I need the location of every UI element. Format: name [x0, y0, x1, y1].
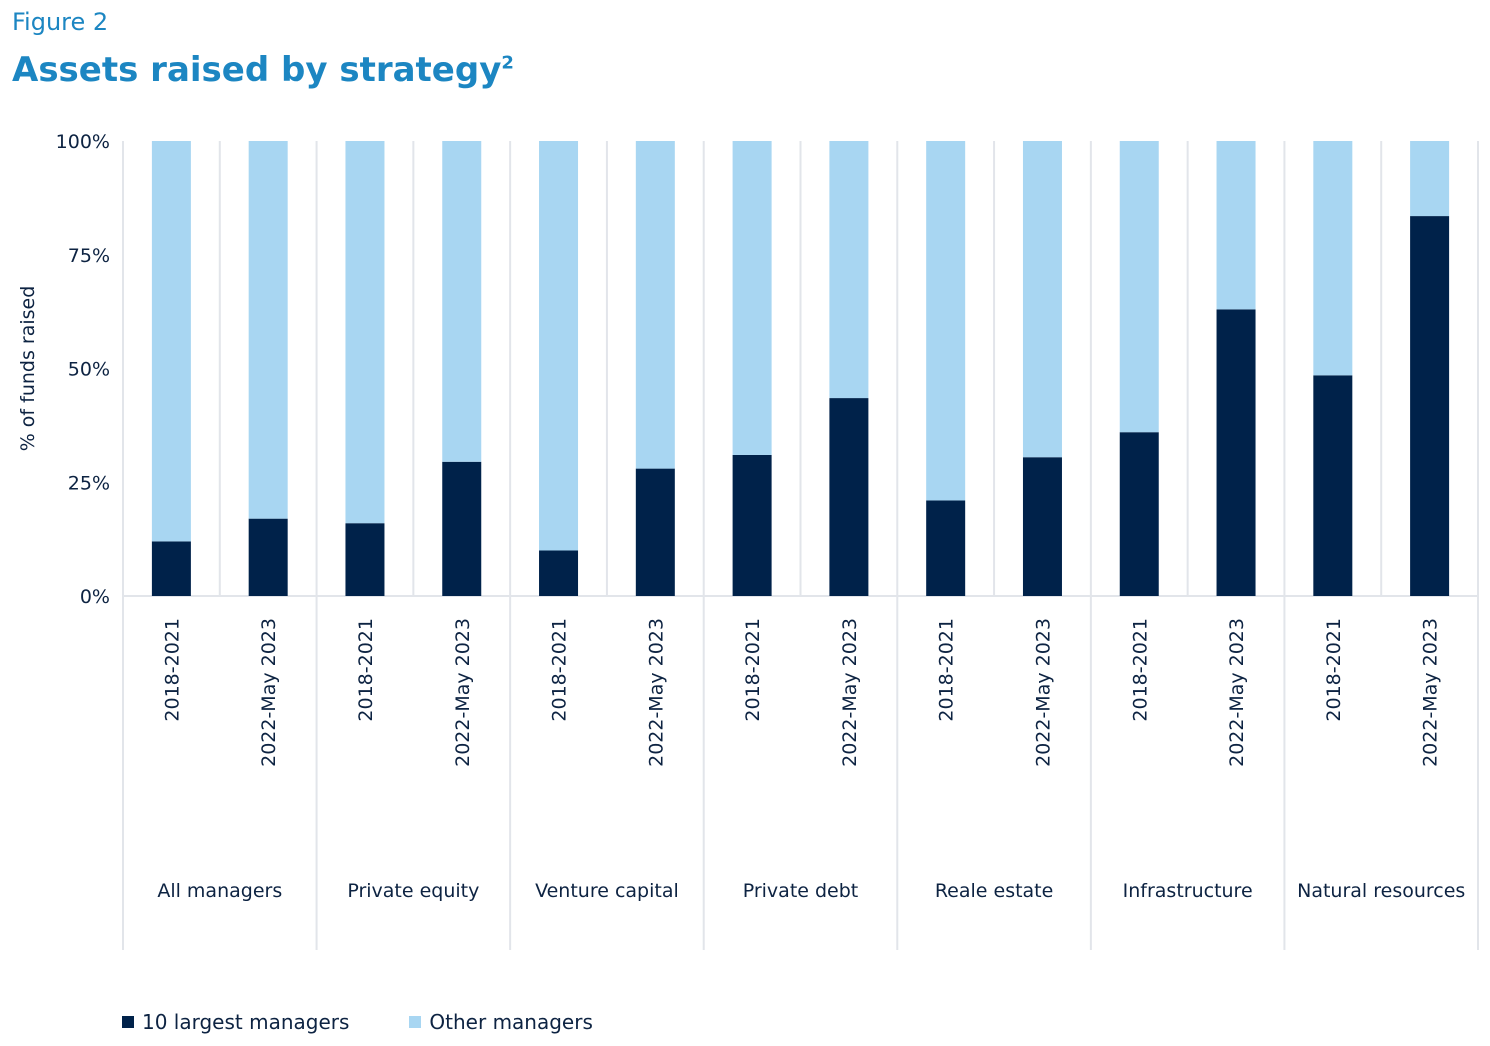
bar-10-largest [248, 518, 288, 596]
bar-10-largest [539, 550, 579, 596]
bar-10-largest [732, 454, 772, 596]
x-tick-label-period: 2018-2021 [355, 618, 377, 722]
x-tick-label-period: 2022-May 2023 [452, 618, 474, 767]
x-tick-label-period: 2018-2021 [1323, 618, 1345, 722]
legend: 10 largest managers Other managers [122, 1010, 593, 1034]
x-tick-label-period: 2022-May 2023 [1226, 618, 1248, 767]
title-footnote-marker: 2 [501, 52, 514, 74]
figure-label: Figure 2 [12, 8, 109, 36]
y-tick-label: 25% [68, 472, 110, 494]
bar-10-largest [1119, 432, 1159, 596]
bar-10-largest [345, 523, 385, 596]
x-tick-label-period: 2022-May 2023 [258, 618, 280, 767]
y-tick-label: 75% [68, 245, 110, 267]
bar-10-largest [1216, 309, 1256, 596]
chart-title-text: Assets raised by strategy [12, 50, 502, 90]
legend-swatch-10-largest [122, 1016, 134, 1028]
bar-other [248, 141, 288, 519]
bar-other [151, 141, 191, 542]
bar-10-largest [1313, 375, 1353, 596]
x-group-label: All managers [157, 880, 282, 902]
bar-other [635, 141, 675, 469]
bar-other [345, 141, 385, 524]
bar-other [1119, 141, 1159, 433]
bar-10-largest [635, 468, 675, 596]
x-tick-label-period: 2022-May 2023 [645, 618, 667, 767]
legend-item-10-largest: 10 largest managers [122, 1010, 349, 1034]
x-group-label: Venture capital [535, 880, 679, 902]
x-group-label: Natural resources [1297, 880, 1465, 902]
stacked-bar-chart: 0% 25% 50% 75% 100% % of funds raised 2018-202… [17, 131, 1479, 950]
bar-other [732, 141, 772, 455]
x-tick-label-period: 2018-2021 [742, 618, 764, 722]
legend-swatch-other [409, 1016, 422, 1028]
y-axis-label: % of funds raised [17, 286, 39, 452]
x-tick-label-period: 2022-May 2023 [1420, 618, 1442, 767]
bar-other [442, 141, 482, 462]
x-group-label: Private equity [347, 880, 479, 902]
x-tick-label-period: 2022-May 2023 [1032, 618, 1054, 767]
bar-other [926, 141, 966, 501]
bar-other [539, 141, 579, 551]
x-tick-label-period: 2022-May 2023 [839, 618, 861, 767]
bar-other [1313, 141, 1353, 376]
x-group-label: Reale estate [935, 880, 1054, 902]
bar-10-largest [829, 398, 869, 596]
x-group-label: Private debt [743, 880, 859, 902]
x-tick-label-period: 2018-2021 [936, 618, 958, 722]
bar-other [829, 141, 869, 399]
legend-label-10-largest: 10 largest managers [142, 1010, 350, 1034]
bar-other [1410, 141, 1450, 217]
bar-10-largest [151, 541, 191, 596]
bar-10-largest [926, 500, 966, 596]
bar-other [1216, 141, 1256, 310]
x-tick-label-period: 2018-2021 [161, 618, 183, 722]
x-group-label: Infrastructure [1123, 880, 1253, 902]
y-tick-label: 0% [80, 586, 110, 608]
x-tick-label-period: 2018-2021 [1129, 618, 1151, 722]
bar-10-largest [1410, 216, 1450, 596]
legend-label-other: Other managers [429, 1010, 593, 1034]
y-tick-label: 100% [56, 131, 110, 153]
y-tick-label: 50% [68, 359, 110, 381]
legend-item-other: Other managers [409, 1010, 593, 1034]
bar-10-largest [1022, 457, 1062, 596]
chart-title: Assets raised by strategy2 [12, 50, 514, 90]
bar-10-largest [442, 461, 482, 596]
x-tick-label-period: 2018-2021 [549, 618, 571, 722]
bar-other [1022, 141, 1062, 458]
